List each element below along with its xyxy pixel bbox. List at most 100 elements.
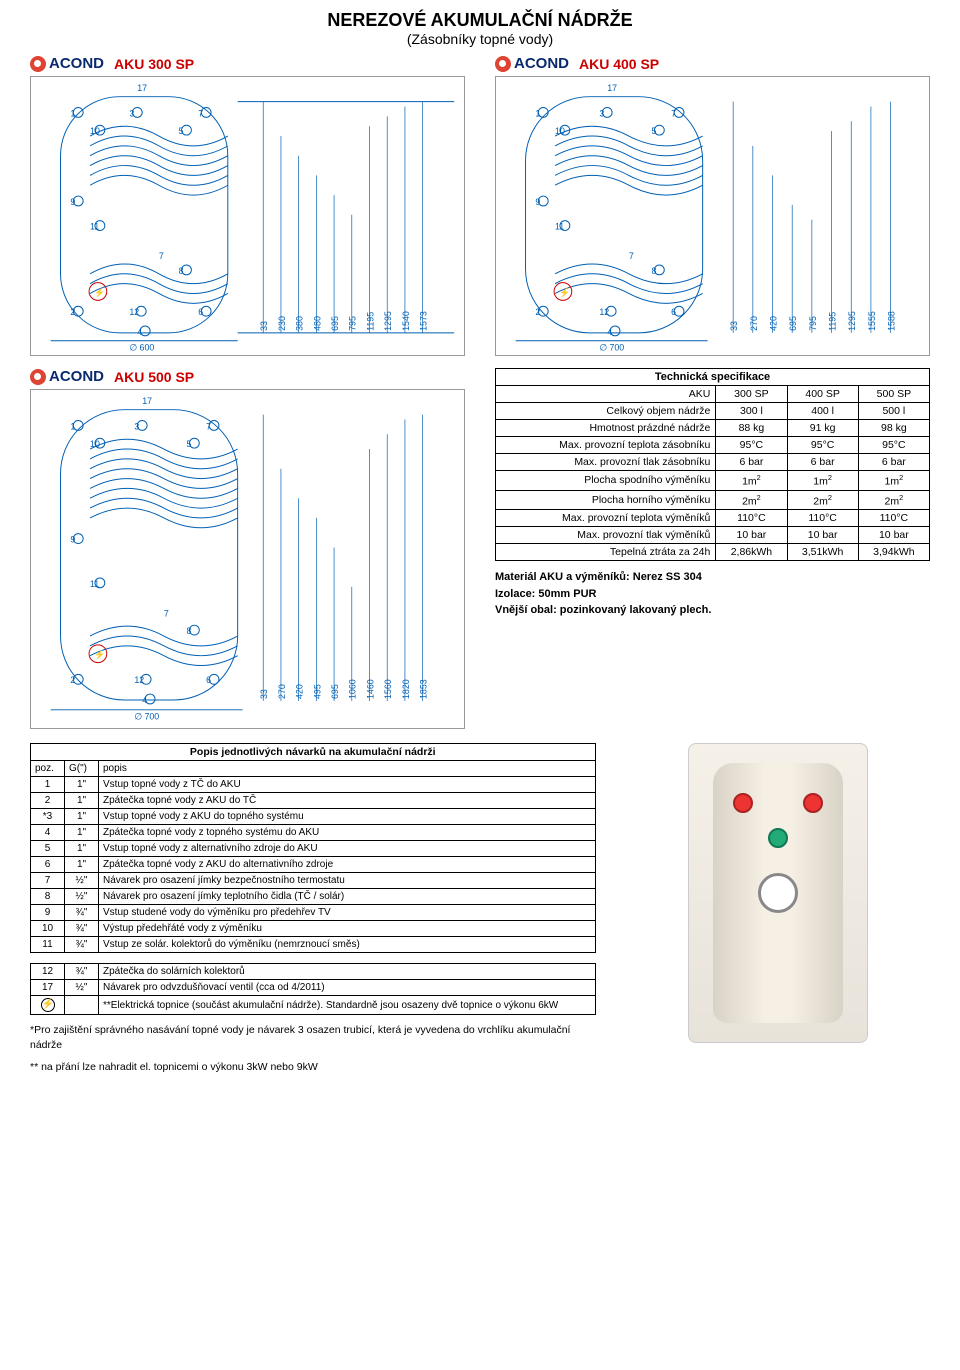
table-row: 51"Vstup topné vody z alternativního zdr… bbox=[31, 841, 596, 857]
acond-icon bbox=[495, 56, 511, 72]
spec-val: 10 bar bbox=[716, 527, 787, 544]
table-row: 17½"Návarek pro odvzdušňovací ventil (cc… bbox=[31, 980, 596, 996]
diagram-aku400: 1 3 7 10 5 9 11 7 8 2 12 6 4 17 ⚡ 33 270 bbox=[495, 76, 930, 356]
spec-val: 1m2 bbox=[858, 471, 929, 491]
diameter-400: ∅ 700 bbox=[599, 343, 624, 353]
leg-poz: 7 bbox=[31, 873, 65, 889]
leg-h1: G(") bbox=[65, 761, 99, 777]
leg-desc: Vstup topné vody z alternativního zdroje… bbox=[99, 841, 596, 857]
legend-table-a: poz. G(") popis 11"Vstup topné vody z TČ… bbox=[30, 760, 596, 953]
leg-g: ½" bbox=[65, 980, 99, 996]
spec-val: 95°C bbox=[858, 437, 929, 454]
spec-val: 110°C bbox=[858, 510, 929, 527]
spec-label: Max. provozní tlak zásobníku bbox=[496, 454, 716, 471]
spec-label: Plocha horního výměníku bbox=[496, 490, 716, 510]
diameter-300: ∅ 600 bbox=[129, 343, 154, 353]
diagram-aku300: 1 3 7 10 5 9 11 7 8 2 12 6 4 17 ⚡ 33 bbox=[30, 76, 465, 356]
model-name: AKU 300 SP bbox=[114, 56, 194, 72]
note-material: Materiál AKU a výměníků: Nerez SS 304 bbox=[495, 571, 702, 583]
spec-val: 3,51kWh bbox=[787, 544, 858, 561]
leg-desc: Vstup studené vody do výměníku pro přede… bbox=[99, 905, 596, 921]
table-row: 8½"Návarek pro osazení jímky teplotního … bbox=[31, 889, 596, 905]
svg-text:1195: 1195 bbox=[365, 312, 375, 331]
svg-text:480: 480 bbox=[312, 316, 322, 331]
svg-text:1295: 1295 bbox=[383, 311, 393, 331]
leg-poz: 10 bbox=[31, 921, 65, 937]
spec-val: 95°C bbox=[716, 437, 787, 454]
mid-row: ACOND AKU 500 SP 1 3 7 10 5 bbox=[30, 368, 930, 729]
leg-poz: *3 bbox=[31, 809, 65, 825]
spec-val: 2m2 bbox=[716, 490, 787, 510]
spec-val: 2m2 bbox=[858, 490, 929, 510]
leg-poz: ⚡ bbox=[31, 996, 65, 1015]
spec-val: 3,94kWh bbox=[858, 544, 929, 561]
port-icon bbox=[768, 828, 788, 848]
model-aku500: ACOND AKU 500 SP 1 3 7 10 5 bbox=[30, 368, 465, 729]
leg-poz: 8 bbox=[31, 889, 65, 905]
table-row: ⚡ **Elektrická topnice (součást akumulačn… bbox=[31, 996, 596, 1015]
leg-poz: 17 bbox=[31, 980, 65, 996]
leg-poz: 1 bbox=[31, 777, 65, 793]
product-photo-col bbox=[626, 743, 931, 1075]
leg-desc: Zpátečka topné vody z AKU do alternativn… bbox=[99, 857, 596, 873]
spec-column: Technická specifikace AKU 300 SP 400 SP … bbox=[495, 368, 930, 729]
svg-text:420: 420 bbox=[295, 684, 305, 699]
spec-val: 95°C bbox=[787, 437, 858, 454]
note-insulation: Izolace: 50mm PUR bbox=[495, 588, 596, 600]
svg-text:1540: 1540 bbox=[401, 311, 411, 331]
table-row: Max. provozní teplota výměníků110°C110°C… bbox=[496, 510, 930, 527]
svg-text:17: 17 bbox=[142, 396, 152, 406]
svg-text:17: 17 bbox=[607, 83, 617, 93]
leg-h0: poz. bbox=[31, 761, 65, 777]
brand-logo: ACOND bbox=[495, 55, 569, 72]
spec-title: Technická specifikace bbox=[495, 368, 930, 385]
spec-val: 6 bar bbox=[858, 454, 929, 471]
leg-desc: Návarek pro osazení jímky teplotního čid… bbox=[99, 889, 596, 905]
svg-text:1295: 1295 bbox=[847, 311, 857, 331]
spec-val: 400 l bbox=[787, 403, 858, 420]
page-title-block: NEREZOVÉ AKUMULAČNÍ NÁDRŽE (Zásobníky to… bbox=[30, 10, 930, 47]
svg-text:1195: 1195 bbox=[827, 312, 837, 331]
table-row: Max. provozní tlak zásobníku6 bar6 bar6 … bbox=[496, 454, 930, 471]
footnote-1: *Pro zajištění správného nasávání topné … bbox=[30, 1023, 596, 1052]
svg-text:7: 7 bbox=[164, 608, 169, 618]
table-row: *31"Vstup topné vody z AKU do topného sy… bbox=[31, 809, 596, 825]
leg-desc: Zpátečka topné vody z topného systému do… bbox=[99, 825, 596, 841]
spec-h1: 300 SP bbox=[716, 386, 787, 403]
svg-text:270: 270 bbox=[749, 316, 759, 331]
svg-text:⚡: ⚡ bbox=[94, 286, 105, 298]
brand-logo: ACOND bbox=[30, 55, 104, 72]
table-row: Plocha spodního výměníku1m21m21m2 bbox=[496, 471, 930, 491]
table-row: 11¾"Vstup ze solár. kolektorů do výměník… bbox=[31, 937, 596, 953]
svg-text:1820: 1820 bbox=[401, 679, 411, 699]
gauge-icon bbox=[758, 873, 798, 913]
svg-text:695: 695 bbox=[330, 684, 340, 699]
leg-desc: Zpátečka do solárních kolektorů bbox=[99, 964, 596, 980]
svg-text:17: 17 bbox=[137, 83, 147, 93]
svg-text:33: 33 bbox=[259, 689, 269, 699]
leg-desc: **Elektrická topnice (součást akumulační… bbox=[99, 996, 596, 1015]
page-title: NEREZOVÉ AKUMULAČNÍ NÁDRŽE bbox=[30, 10, 930, 31]
leg-desc: Vstup ze solár. kolektorů do výměníku (n… bbox=[99, 937, 596, 953]
spec-h2: 400 SP bbox=[787, 386, 858, 403]
spec-val: 98 kg bbox=[858, 420, 929, 437]
spec-val: 10 bar bbox=[787, 527, 858, 544]
svg-text:795: 795 bbox=[348, 316, 358, 331]
spec-label: Plocha spodního výměníku bbox=[496, 471, 716, 491]
leg-desc: Návarek pro osazení jímky bezpečnostního… bbox=[99, 873, 596, 889]
table-row: Hmotnost prázdné nádrže88 kg91 kg98 kg bbox=[496, 420, 930, 437]
brand-text: ACOND bbox=[49, 55, 104, 72]
spec-label: Max. provozní tlak výměníků bbox=[496, 527, 716, 544]
svg-text:12: 12 bbox=[134, 675, 144, 685]
spec-table: AKU 300 SP 400 SP 500 SP Celkový objem n… bbox=[495, 385, 930, 561]
leg-poz: 11 bbox=[31, 937, 65, 953]
leg-poz: 12 bbox=[31, 964, 65, 980]
leg-g: ¾" bbox=[65, 964, 99, 980]
legend-table-b: 12¾"Zpátečka do solárních kolektorů17½"N… bbox=[30, 963, 596, 1015]
spec-label: Tepelná ztráta za 24h bbox=[496, 544, 716, 561]
legend-title: Popis jednotlivých návarků na akumulační… bbox=[30, 743, 596, 760]
svg-text:7: 7 bbox=[629, 251, 634, 261]
spec-val: 300 l bbox=[716, 403, 787, 420]
spec-h3: 500 SP bbox=[858, 386, 929, 403]
leg-g: ½" bbox=[65, 889, 99, 905]
